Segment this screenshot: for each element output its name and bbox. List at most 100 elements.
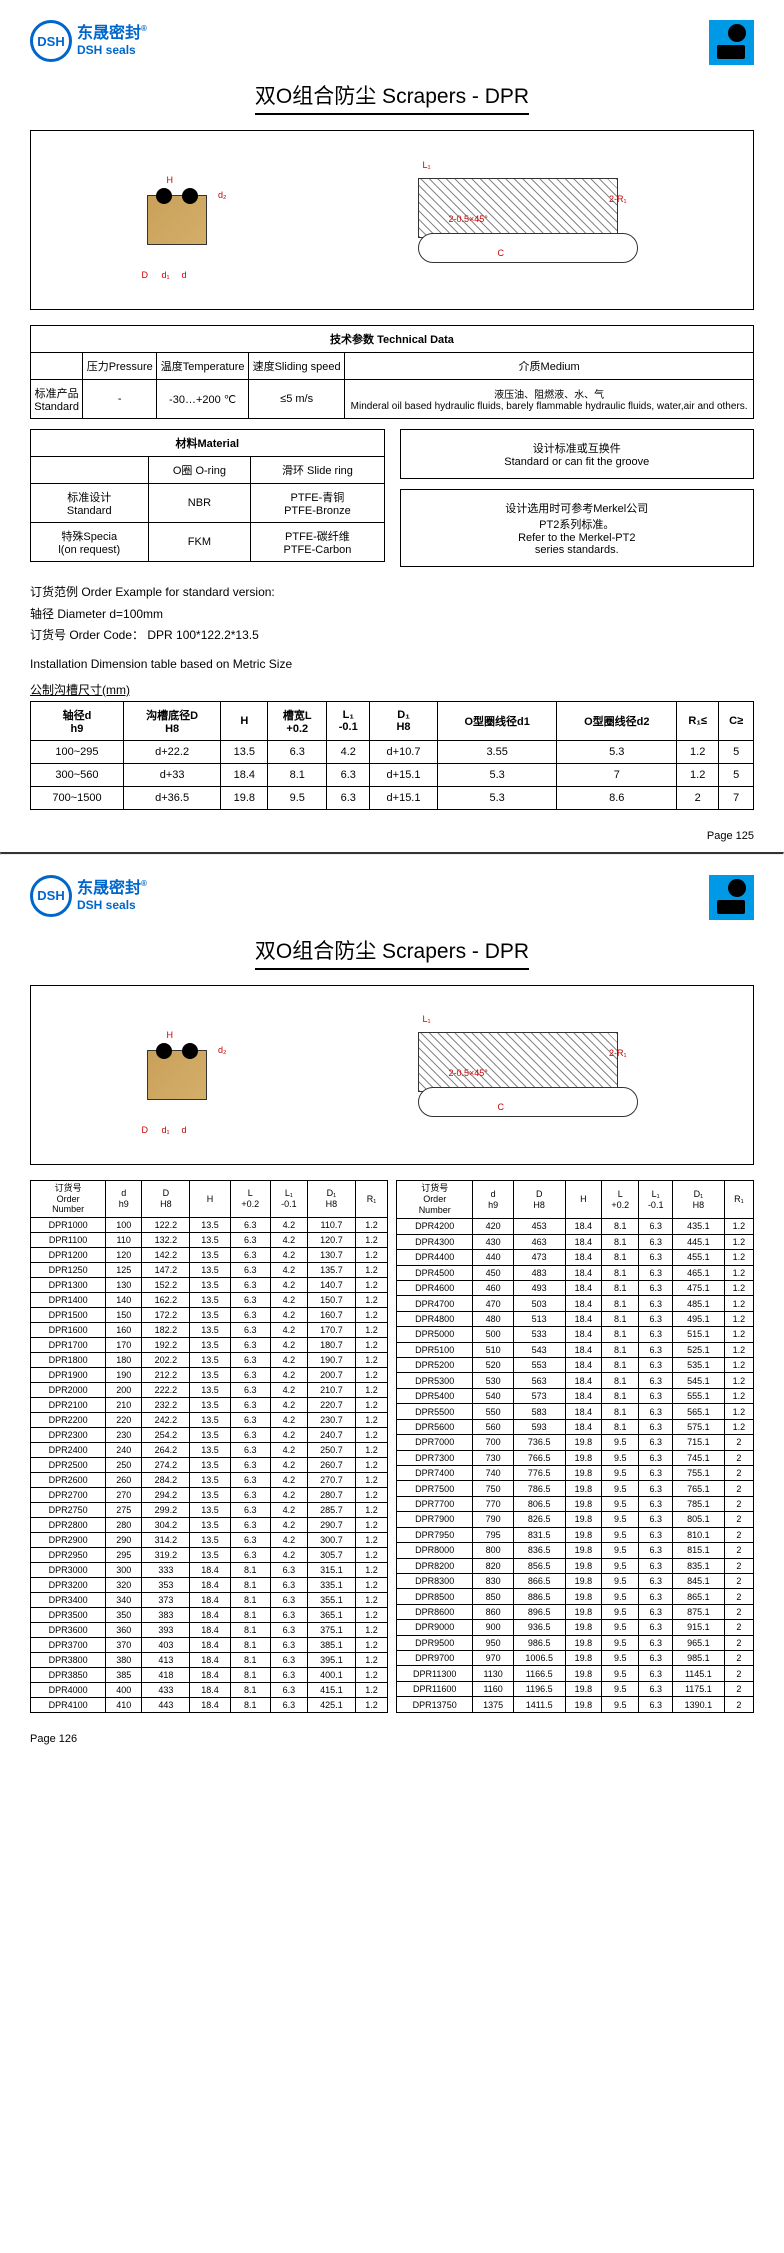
table-row: DPR1500150172.213.56.34.2160.71.2 — [31, 1308, 388, 1323]
table-row: DPR1300130152.213.56.34.2140.71.2 — [31, 1278, 388, 1293]
table-row: DPR320032035318.48.16.3335.11.2 — [31, 1578, 388, 1593]
table-row: DPR2700270294.213.56.34.2280.71.2 — [31, 1488, 388, 1503]
table-row: DPR1375013751411.519.89.56.31390.12 — [397, 1697, 754, 1713]
dim-col: 沟槽底径D H8 — [123, 701, 220, 740]
col-speed: 速度Sliding speed — [249, 353, 345, 380]
page-number: Page 125 — [30, 830, 754, 842]
install-sub: 公制沟槽尺寸(mm) — [30, 681, 754, 698]
tech-header: 技术参数 Technical Data — [31, 326, 754, 353]
table-row: DPR2400240264.213.56.34.2250.71.2 — [31, 1443, 388, 1458]
table-row: DPR530053056318.48.16.3545.11.2 — [397, 1373, 754, 1388]
logo-text: 东晟密封® DSH seals — [77, 879, 147, 913]
col-medium: 介质Medium — [345, 353, 754, 380]
table-row: DPR2500250274.213.56.34.2260.71.2 — [31, 1458, 388, 1473]
table-row: DPR7500750786.519.89.56.3765.12 — [397, 1481, 754, 1496]
dim-col: H — [221, 701, 268, 740]
technical-diagram: H d₂ D d₁ d L₁ 2-R₁ 2-0.5×45° 20° C — [30, 130, 754, 310]
table-row: DPR400040043318.48.16.3415.11.2 — [31, 1683, 388, 1698]
table-row: DPR2600260284.213.56.34.2270.71.2 — [31, 1473, 388, 1488]
table-row: DPR460046049318.48.16.3475.11.2 — [397, 1280, 754, 1295]
table-row: DPR2950295319.213.56.34.2305.71.2 — [31, 1548, 388, 1563]
dim-col: C≥ — [719, 701, 754, 740]
order-example: 订货范例 Order Example for standard version:… — [30, 582, 754, 647]
dt-col: D H8 — [142, 1180, 190, 1217]
dt-col: d h9 — [473, 1180, 513, 1218]
dt-col: L +0.2 — [602, 1180, 639, 1218]
header: DSH 东晟密封® DSH seals — [30, 875, 754, 920]
table-row: DPR2300230254.213.56.34.2240.71.2 — [31, 1428, 388, 1443]
page-126: DSH 东晟密封® DSH seals 双O组合防尘 Scrapers - DP… — [0, 855, 784, 1755]
seal-icon — [709, 20, 754, 65]
design-std-box: 设计标准或互换件 Standard or can fit the groove — [400, 429, 755, 479]
val-pressure: - — [83, 380, 157, 419]
table-row: DPR1130011301166.519.89.56.31145.12 — [397, 1666, 754, 1681]
table-row: DPR7300730766.519.89.56.3745.12 — [397, 1450, 754, 1465]
logo-badge: DSH — [30, 20, 72, 62]
table-row: DPR550055058318.48.16.3565.11.2 — [397, 1404, 754, 1419]
design-ref-box: 设计选用时可参考Merkel公司 PT2系列标准。 Refer to the M… — [400, 489, 755, 567]
val-speed: ≤5 m/s — [249, 380, 345, 419]
table-row: DPR8000800836.519.89.56.3815.12 — [397, 1543, 754, 1558]
table-row: DPR8500850886.519.89.56.3865.12 — [397, 1589, 754, 1604]
table-row: DPR420042045318.48.16.3435.11.2 — [397, 1219, 754, 1234]
table-row: DPR1200120142.213.56.34.2130.71.2 — [31, 1248, 388, 1263]
table-row: DPR520052055318.48.16.3535.11.2 — [397, 1358, 754, 1373]
table-row: DPR300030033318.48.16.3315.11.2 — [31, 1563, 388, 1578]
dim-row: 700~1500d+36.519.89.56.3d+15.15.38.627 — [31, 786, 754, 809]
dt-col: L₁ -0.1 — [271, 1180, 308, 1217]
val-medium: 液压油、阻燃液、水、气 Minderal oil based hydraulic… — [345, 380, 754, 419]
dt-col: L +0.2 — [230, 1180, 270, 1217]
mat-spec-oring: FKM — [148, 523, 251, 562]
dimension-table: 轴径d h9沟槽底径D H8H槽宽L +0.2L₁ -0.1D₁ H8O型圈线径… — [30, 701, 754, 810]
dt-col: H — [190, 1180, 230, 1217]
table-row: DPR1250125147.213.56.34.2135.71.2 — [31, 1263, 388, 1278]
table-row: DPR1160011601196.519.89.56.31175.12 — [397, 1681, 754, 1696]
table-row: DPR470047050318.48.16.3485.11.2 — [397, 1296, 754, 1311]
table-row: DPR2800280304.213.56.34.2290.71.2 — [31, 1518, 388, 1533]
dt-col: D₁ H8 — [673, 1180, 725, 1218]
dim-col: 轴径d h9 — [31, 701, 124, 740]
table-row: DPR340034037318.48.16.3355.11.2 — [31, 1593, 388, 1608]
install-title: Installation Dimension table based on Me… — [30, 657, 754, 671]
table-row: DPR7950795831.519.89.56.3810.12 — [397, 1527, 754, 1542]
mat-std-oring: NBR — [148, 484, 251, 523]
mat-std-lbl: 标准设计 Standard — [31, 484, 149, 523]
table-row: DPR1800180202.213.56.34.2190.71.2 — [31, 1353, 388, 1368]
table-row: DPR510051054318.48.16.3525.11.2 — [397, 1342, 754, 1357]
dim-row: 100~295d+22.213.56.34.2d+10.73.555.31.25 — [31, 740, 754, 763]
table-row: DPR500050053318.48.16.3515.11.2 — [397, 1327, 754, 1342]
col-pressure: 压力Pressure — [83, 353, 157, 380]
order-data-tables: 订货号 Order Numberd h9D H8HL +0.2L₁ -0.1D₁… — [30, 1180, 754, 1713]
col-temp: 温度Temperature — [157, 353, 249, 380]
logo: DSH 东晟密封® DSH seals — [30, 875, 147, 917]
page-125: DSH 东晟密封® DSH seals 双O组合防尘 Scrapers - DP… — [0, 0, 784, 852]
dt-col: 订货号 Order Number — [397, 1180, 473, 1218]
mat-spec-slide: PTFE-碳纤维 PTFE-Carbon — [251, 523, 384, 562]
table-row: DPR7000700736.519.89.56.3715.12 — [397, 1435, 754, 1450]
table-row: DPR1400140162.213.56.34.2150.71.2 — [31, 1293, 388, 1308]
col-oring: O圈 O-ring — [148, 457, 251, 484]
dt-col: 订货号 Order Number — [31, 1180, 106, 1217]
table-row: DPR430043046318.48.16.3445.11.2 — [397, 1234, 754, 1249]
table-row: DPR370037040318.48.16.3385.11.2 — [31, 1638, 388, 1653]
logo: DSH 东晟密封® DSH seals — [30, 20, 147, 62]
table-row: DPR1900190212.213.56.34.2200.71.2 — [31, 1368, 388, 1383]
page-title: 双O组合防尘 Scrapers - DPR — [255, 80, 529, 115]
dim-col: L₁ -0.1 — [327, 701, 370, 740]
mat-header: 材料Material — [31, 430, 385, 457]
dim-col: D₁ H8 — [370, 701, 438, 740]
table-row: DPR1000100122.213.56.34.2110.71.2 — [31, 1218, 388, 1233]
material-table: 材料Material O圈 O-ring 滑环 Slide ring 标准设计 … — [30, 429, 385, 562]
table-row: DPR385038541818.48.16.3400.11.2 — [31, 1668, 388, 1683]
table-row: DPR410041044318.48.16.3425.11.2 — [31, 1698, 388, 1713]
logo-text: 东晟密封® DSH seals — [77, 24, 147, 58]
table-row: DPR360036039318.48.16.3375.11.2 — [31, 1623, 388, 1638]
logo-badge: DSH — [30, 875, 72, 917]
page-title: 双O组合防尘 Scrapers - DPR — [255, 935, 529, 970]
table-row: DPR440044047318.48.16.3455.11.2 — [397, 1250, 754, 1265]
table-row: DPR1700170192.213.56.34.2180.71.2 — [31, 1338, 388, 1353]
dt-col: d h9 — [106, 1180, 142, 1217]
col-slide: 滑环 Slide ring — [251, 457, 384, 484]
table-row: DPR8600860896.519.89.56.3875.12 — [397, 1604, 754, 1619]
table-row: DPR2000200222.213.56.34.2210.71.2 — [31, 1383, 388, 1398]
